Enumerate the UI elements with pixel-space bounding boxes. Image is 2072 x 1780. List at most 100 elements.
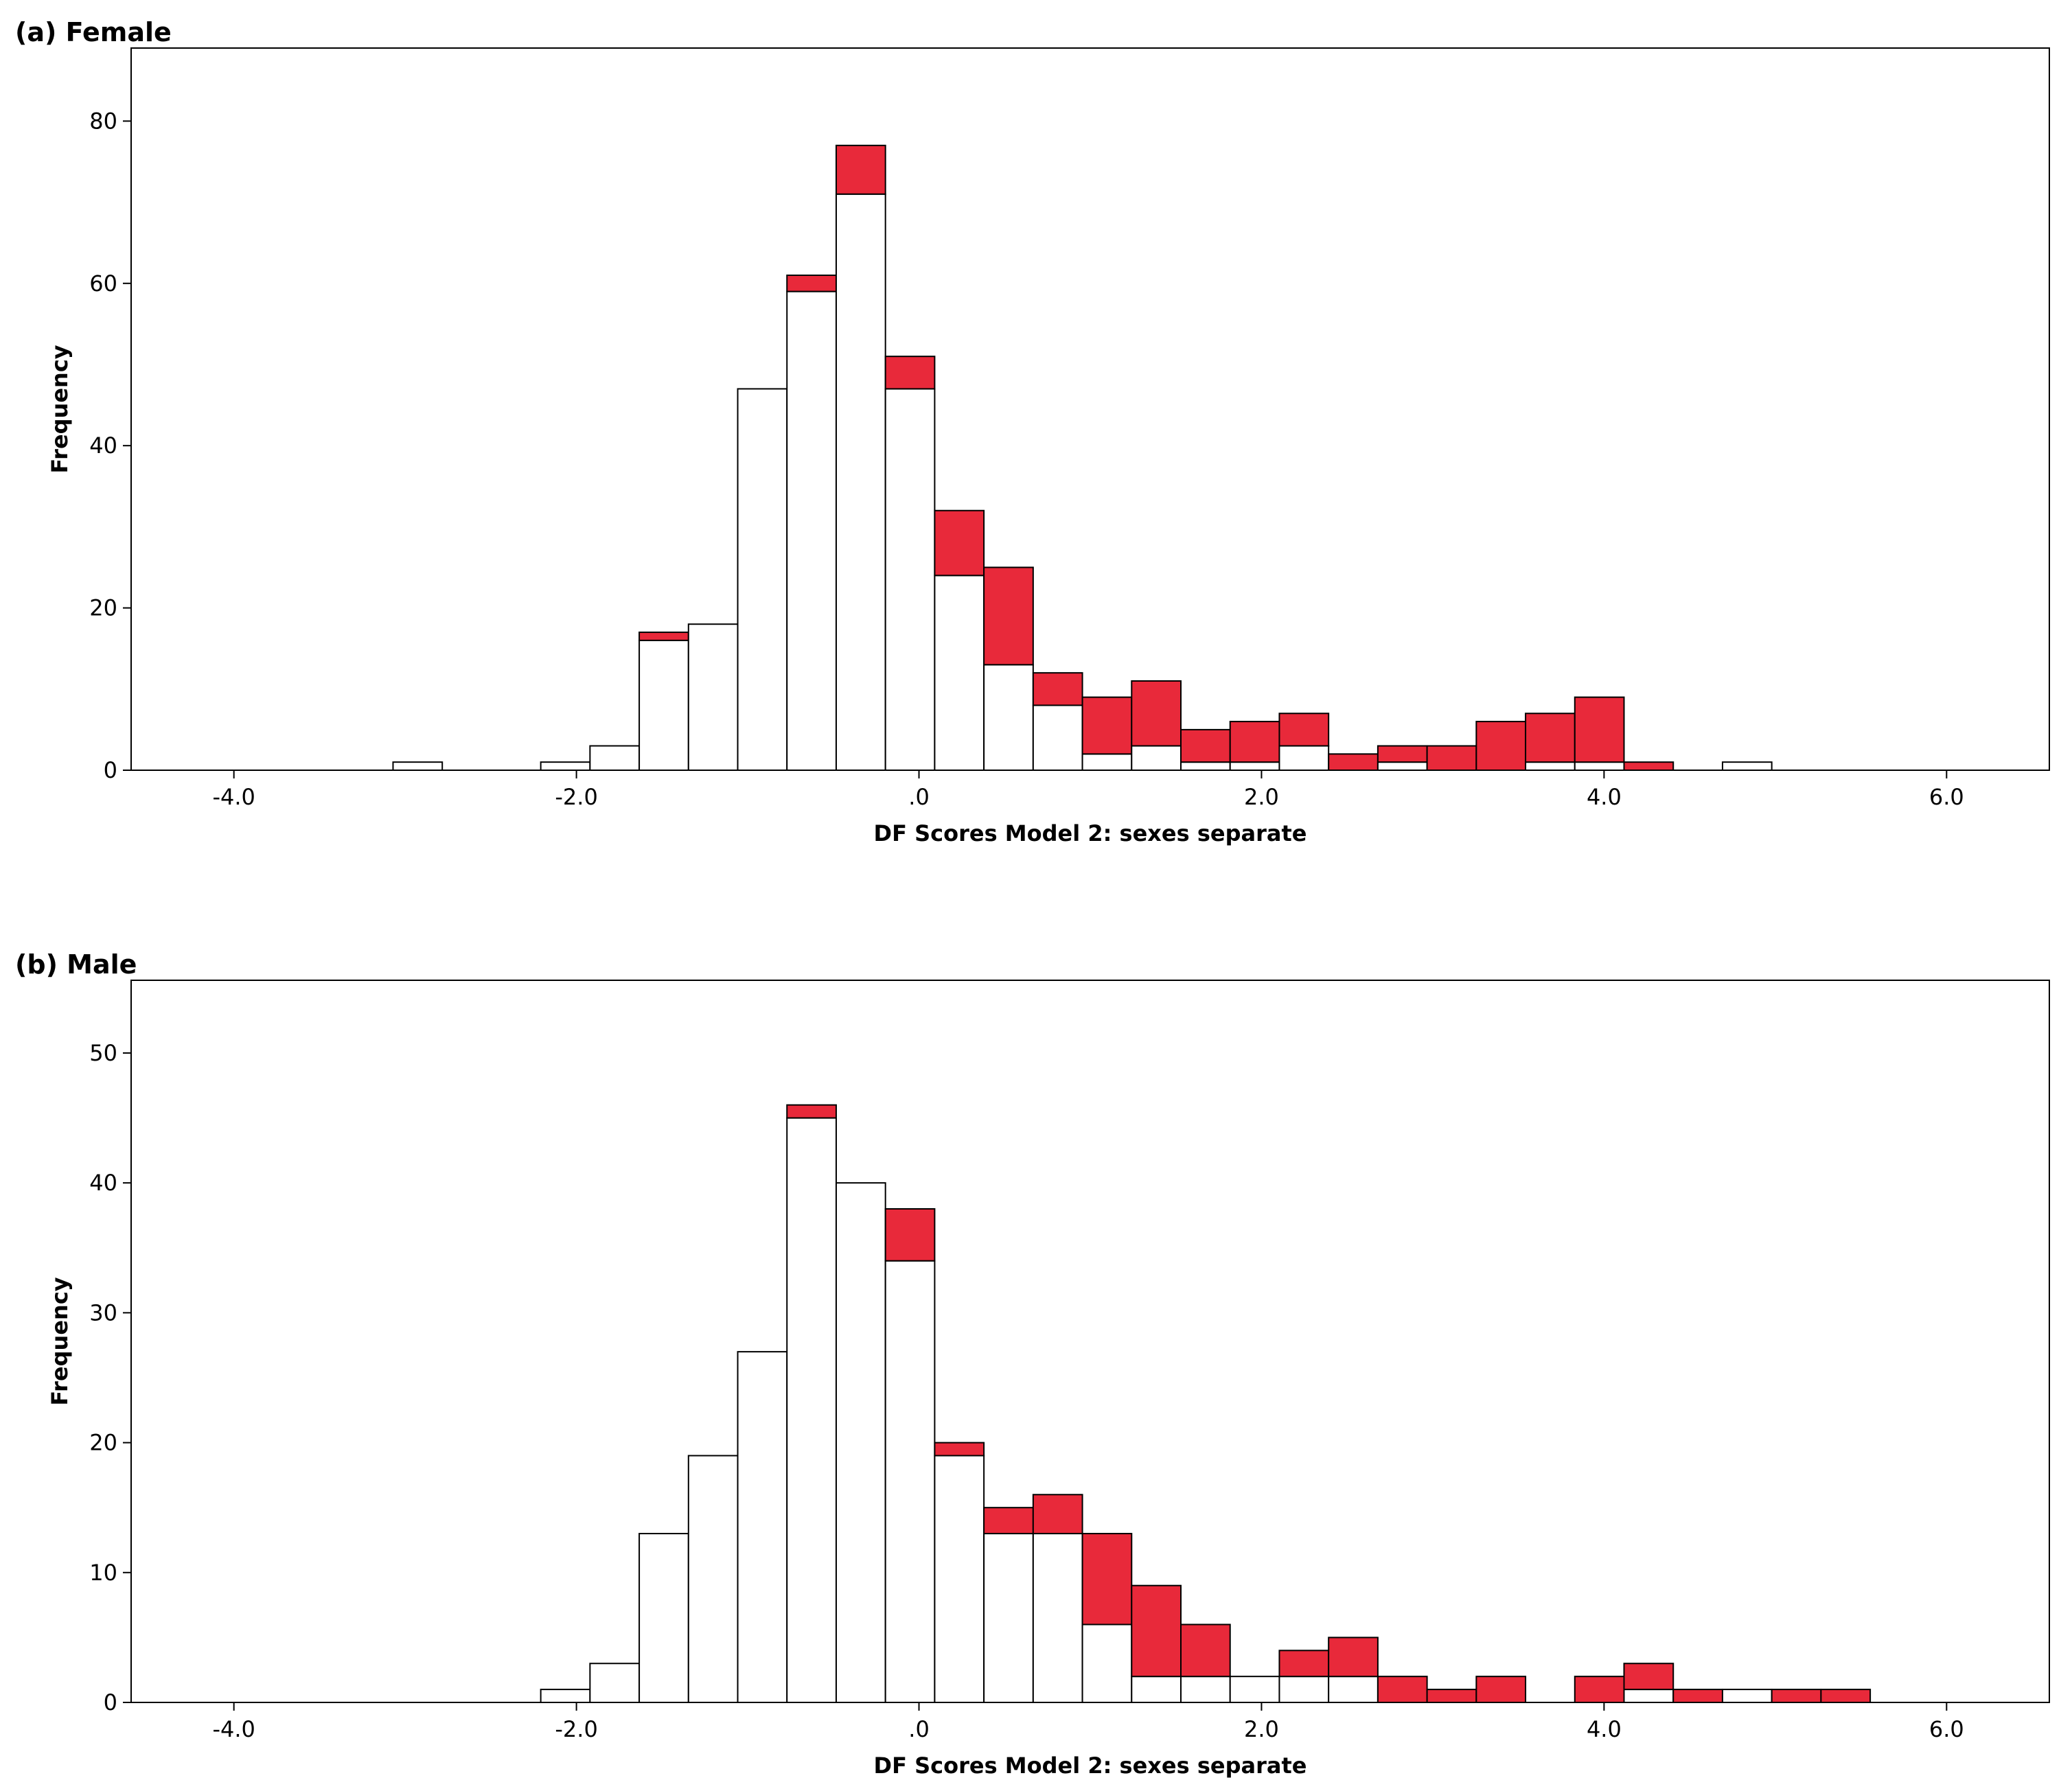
bar-red	[1278, 713, 1330, 747]
y-tick-label: 60	[89, 270, 117, 297]
panel-female: (a) Female 0 20 40 60 80 -4.0 -2.0 .0 2.0 4.0 6.0…	[15, 17, 2050, 846]
bar-red	[1032, 672, 1083, 706]
bar-red	[1328, 1637, 1379, 1678]
bar-red	[1475, 1676, 1527, 1703]
bar-white	[1278, 745, 1330, 771]
bar-white	[392, 761, 444, 772]
bar-white	[934, 575, 985, 772]
bars-female	[392, 144, 1773, 772]
bar-red	[786, 274, 837, 292]
bar-white	[934, 1455, 985, 1704]
bar-white	[884, 1260, 936, 1703]
bar-red	[1525, 713, 1576, 763]
panel-male: (b) Male 0 10 20 30 40 50 -4.0 -2.0 .0 2.0 4.0 6.0…	[15, 949, 2050, 1779]
panel-title-male: (b) Male	[15, 949, 137, 980]
bar-red	[1574, 1676, 1625, 1703]
bar-white	[983, 1533, 1034, 1704]
panel-title-female: (a) Female	[15, 17, 172, 47]
x-axis-label-male: DF Scores Model 2: sexes separate	[874, 1753, 1307, 1779]
bar-white	[687, 1455, 739, 1704]
x-tick-label: -2.0	[555, 784, 597, 810]
bar-white	[1278, 1676, 1330, 1703]
x-tick-label: -2.0	[555, 1716, 597, 1742]
bars-male	[540, 1104, 1872, 1704]
bar-white	[687, 623, 739, 771]
bar-red	[1131, 1584, 1182, 1678]
bar-red	[835, 144, 886, 195]
bar-red	[638, 632, 689, 641]
y-axis-male: 0 10 20 30 40 50	[89, 1040, 131, 1715]
bar-red	[884, 1208, 936, 1262]
y-tick-label: 10	[89, 1560, 117, 1586]
y-axis-label-male: Frequency	[47, 1277, 73, 1405]
bar-red	[934, 1442, 985, 1457]
x-axis-male: -4.0 -2.0 .0 2.0 4.0 6.0	[212, 1702, 1964, 1742]
x-axis-female: -4.0 -2.0 .0 2.0 4.0 6.0	[212, 770, 1964, 810]
bar-white	[1131, 745, 1182, 771]
plot-frame-female	[130, 47, 2050, 771]
y-axis-female: 0 20 40 60 80	[89, 108, 131, 783]
y-tick-label: 20	[89, 595, 117, 621]
bar-white	[589, 1663, 641, 1703]
bar-red	[1081, 1533, 1133, 1626]
x-axis-label-female: DF Scores Model 2: sexes separate	[874, 820, 1307, 846]
bar-red	[983, 566, 1034, 666]
bar-white	[1721, 761, 1773, 772]
bar-white	[983, 664, 1034, 772]
bar-white	[1180, 1676, 1231, 1703]
bar-red	[1377, 745, 1428, 763]
bar-white	[540, 761, 591, 772]
y-tick-label: 80	[89, 108, 117, 134]
x-tick-label: 4.0	[1587, 784, 1622, 810]
bar-red	[884, 356, 936, 390]
bar-red	[1623, 1663, 1674, 1691]
bar-red	[983, 1507, 1034, 1535]
bar-red	[934, 509, 985, 577]
bar-white	[737, 1351, 788, 1704]
bar-white	[884, 388, 936, 771]
bar-red	[1377, 1676, 1428, 1703]
y-axis-label-female: Frequency	[47, 345, 73, 473]
bar-white	[540, 1689, 591, 1703]
bar-white	[1525, 761, 1576, 772]
x-tick-label: 2.0	[1244, 1716, 1279, 1742]
bar-red	[1278, 1650, 1330, 1678]
bar-red	[1180, 1623, 1231, 1678]
bar-white	[1229, 761, 1280, 772]
bar-white	[1081, 753, 1133, 771]
x-tick-label: 4.0	[1587, 1716, 1622, 1742]
bar-white	[1081, 1623, 1133, 1704]
bar-red	[1081, 696, 1133, 755]
bar-white	[589, 745, 641, 771]
bar-white	[638, 1533, 689, 1704]
x-tick-label: .0	[908, 1716, 930, 1742]
bar-red	[1426, 745, 1477, 771]
x-tick-label: .0	[908, 784, 930, 810]
bar-red	[1475, 721, 1527, 771]
bar-red	[1574, 696, 1625, 763]
bar-white	[1032, 1533, 1083, 1704]
bar-white	[737, 388, 788, 771]
y-tick-label: 50	[89, 1040, 117, 1066]
y-tick-label: 0	[104, 1689, 117, 1715]
bar-white	[1032, 704, 1083, 772]
bar-white	[1574, 761, 1625, 772]
y-tick-label: 30	[89, 1299, 117, 1326]
bar-white	[1229, 1676, 1280, 1703]
bar-red	[1131, 680, 1182, 747]
x-tick-label: 2.0	[1244, 784, 1279, 810]
bar-white	[1721, 1689, 1773, 1703]
y-tick-label: 40	[89, 1170, 117, 1196]
bar-white	[835, 1182, 886, 1704]
bar-red	[1426, 1689, 1477, 1703]
bar-red	[786, 1104, 837, 1119]
bar-red	[1328, 753, 1379, 771]
y-tick-label: 20	[89, 1430, 117, 1456]
bar-red	[1771, 1689, 1822, 1703]
bar-white	[786, 290, 837, 771]
y-tick-label: 40	[89, 432, 117, 459]
bar-red	[1820, 1689, 1872, 1703]
bar-red	[1672, 1689, 1723, 1703]
bar-white	[1377, 761, 1428, 772]
